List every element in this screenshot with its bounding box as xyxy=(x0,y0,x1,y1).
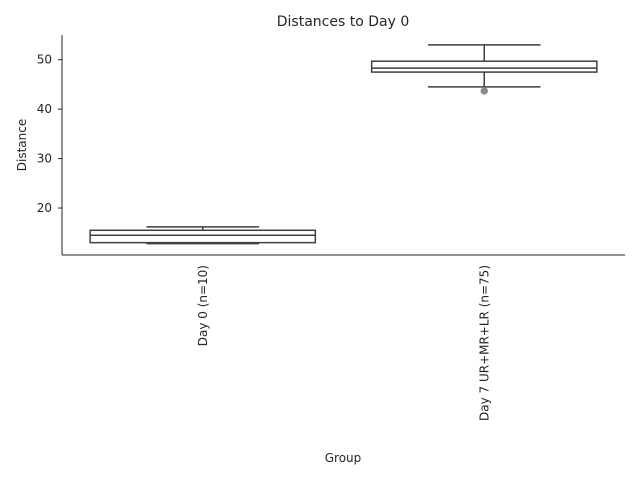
x-tick-label: Day 7 UR+MR+LR (n=75) xyxy=(477,265,491,421)
y-tick-label: 20 xyxy=(37,201,52,215)
box-group xyxy=(370,44,598,95)
box-iqr xyxy=(370,60,598,73)
x-tick-label: Day 0 (n=10) xyxy=(196,265,210,346)
outlier-point xyxy=(480,87,488,95)
y-tick-label: 30 xyxy=(37,152,52,166)
boxes xyxy=(89,44,598,245)
x-axis-ticks: Day 0 (n=10) Day 7 UR+MR+LR (n=75) xyxy=(196,265,492,421)
chart-title: Distances to Day 0 xyxy=(277,14,409,30)
box-group xyxy=(89,226,317,245)
y-tick-label: 40 xyxy=(37,102,52,116)
x-axis-label: Group xyxy=(325,451,362,465)
y-axis-label: Distance xyxy=(15,119,29,171)
y-tick-label: 50 xyxy=(37,53,52,67)
y-axis-ticks: 20 30 40 50 xyxy=(37,53,62,215)
box-iqr xyxy=(89,229,317,244)
